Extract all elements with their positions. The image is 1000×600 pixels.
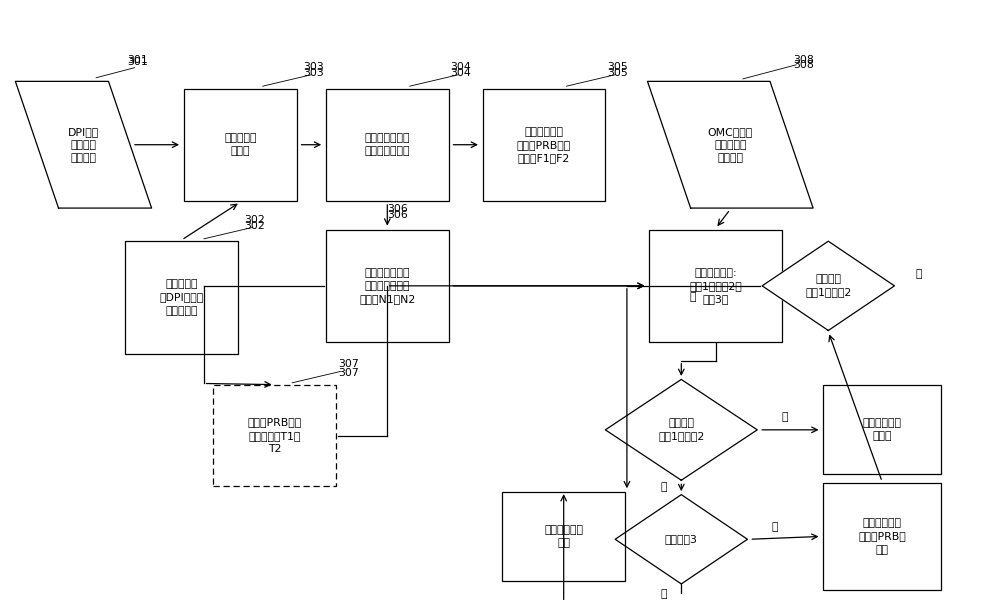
- Text: 是: 是: [660, 589, 667, 599]
- Text: 307: 307: [338, 359, 358, 369]
- Bar: [502, 492, 625, 581]
- Text: 306: 306: [387, 209, 407, 220]
- Text: 计算业务分
布模型: 计算业务分 布模型: [224, 133, 257, 157]
- Bar: [326, 230, 449, 342]
- Text: 304: 304: [450, 68, 471, 79]
- Text: 否: 否: [916, 269, 922, 280]
- Text: 按带宽需求
对DPI平台业
务进行分类: 按带宽需求 对DPI平台业 务进行分类: [159, 279, 204, 316]
- Text: 301: 301: [127, 57, 148, 67]
- Bar: [326, 89, 449, 201]
- Text: 303: 303: [303, 68, 324, 79]
- Text: 同时满足
条件1和条件2: 同时满足 条件1和条件2: [658, 418, 704, 442]
- Text: 305: 305: [607, 68, 628, 79]
- Polygon shape: [762, 241, 894, 331]
- Bar: [823, 483, 941, 590]
- Bar: [125, 241, 238, 353]
- Text: 否: 否: [772, 521, 778, 532]
- Text: 307: 307: [338, 368, 358, 378]
- Bar: [483, 89, 605, 201]
- Text: 否: 否: [781, 412, 788, 422]
- Polygon shape: [647, 82, 813, 208]
- Text: 不列入容量告
警列表: 不列入容量告 警列表: [863, 418, 902, 442]
- Text: 计算每PRB吞吐
率设计指标T1，
T2: 计算每PRB吞吐 率设计指标T1， T2: [247, 418, 302, 454]
- Text: 计算每种业务场
景下同时数传用
户指标N1，N2: 计算每种业务场 景下同时数传用 户指标N1，N2: [359, 268, 415, 304]
- Text: 305: 305: [607, 62, 628, 73]
- Text: 302: 302: [245, 221, 265, 231]
- Text: 是: 是: [689, 292, 696, 302]
- Text: 是: 是: [660, 482, 667, 493]
- Polygon shape: [15, 82, 152, 208]
- Text: 302: 302: [245, 215, 265, 225]
- Text: 303: 303: [303, 62, 324, 73]
- Text: 306: 306: [387, 203, 407, 214]
- Text: DPI系统
提取业务
分布数据: DPI系统 提取业务 分布数据: [68, 127, 99, 163]
- Text: 扩容标准体系:
条件1；条件2；
条件3；: 扩容标准体系: 条件1；条件2； 条件3；: [689, 268, 742, 304]
- Polygon shape: [615, 494, 747, 584]
- Text: 满足条件3: 满足条件3: [665, 534, 698, 544]
- Text: 计算每种业务
场景下PRB利用
率指标F1，F2: 计算每种业务 场景下PRB利用 率指标F1，F2: [517, 127, 571, 163]
- Bar: [649, 230, 782, 342]
- Text: 列入容量告警
列表: 列入容量告警 列表: [544, 525, 583, 548]
- Text: 308: 308: [793, 55, 814, 65]
- Text: 308: 308: [793, 60, 814, 70]
- Bar: [213, 385, 336, 486]
- Text: 同时满足
条件1和条件2: 同时满足 条件1和条件2: [805, 274, 851, 298]
- Text: OMC系统提
取现网相应
指标数据: OMC系统提 取现网相应 指标数据: [708, 127, 753, 163]
- Polygon shape: [605, 379, 757, 480]
- Bar: [823, 385, 941, 475]
- Text: 301: 301: [127, 55, 148, 65]
- Text: 304: 304: [450, 62, 471, 73]
- Bar: [184, 89, 297, 201]
- Text: 提取典型业务场
景及其业务分布: 提取典型业务场 景及其业务分布: [365, 133, 410, 157]
- Text: 通过网络优化
提升每PRB吞
吐率: 通过网络优化 提升每PRB吞 吐率: [858, 518, 906, 554]
